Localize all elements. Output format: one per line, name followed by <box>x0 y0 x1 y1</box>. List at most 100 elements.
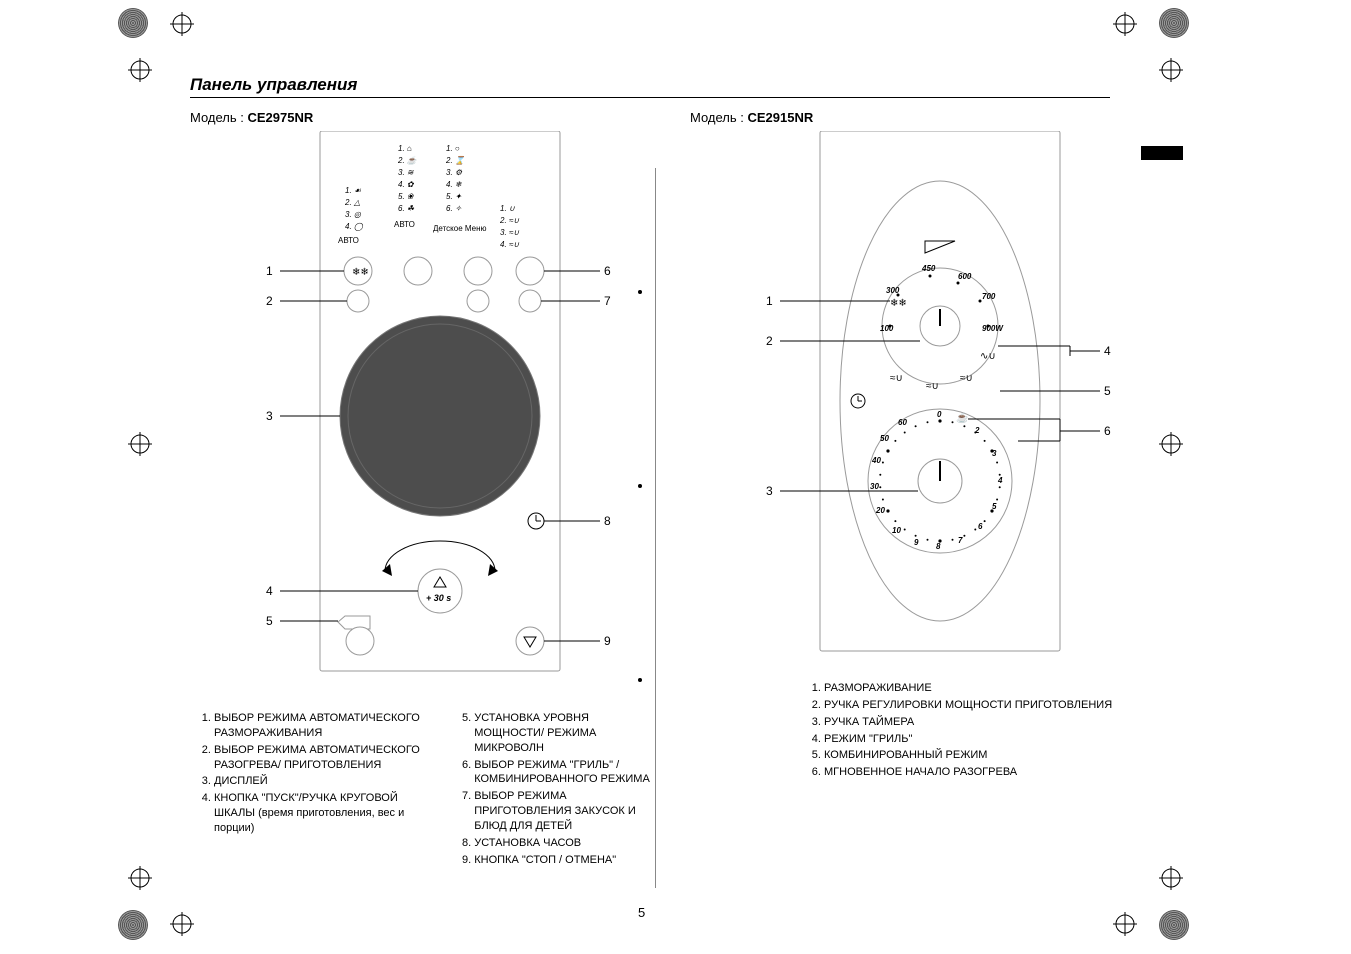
reg-mark <box>1159 58 1183 82</box>
callout: 2 <box>766 335 773 347</box>
svg-text:Детское Меню: Детское Меню <box>433 224 487 233</box>
callout: 6 <box>1104 425 1111 437</box>
reg-mark <box>1159 866 1183 890</box>
svg-text:450: 450 <box>921 264 936 273</box>
svg-text:600: 600 <box>958 272 972 281</box>
svg-text:40: 40 <box>871 456 881 465</box>
svg-text:3. ⚙: 3. ⚙ <box>446 168 463 177</box>
svg-text:6. ✧: 6. ✧ <box>446 204 463 213</box>
legend-item: ВЫБОР РЕЖИМА АВТОМАТИЧЕСКОГО РАЗОГРЕВА/ … <box>214 743 432 773</box>
svg-text:❄❄: ❄❄ <box>352 267 369 278</box>
svg-text:2. ≈∪: 2. ≈∪ <box>499 216 519 225</box>
legend-item: УСТАНОВКА ЧАСОВ <box>474 836 660 851</box>
callout: 9 <box>604 635 611 647</box>
svg-text:1. ○: 1. ○ <box>446 144 460 153</box>
legend-item: РУЧКА ТАЙМЕРА <box>824 715 1112 730</box>
legend-right: РАЗМОРАЖИВАНИЕ РУЧКА РЕГУЛИРОВКИ МОЩНОСТ… <box>800 681 1140 782</box>
model-prefix: Модель : <box>190 110 248 125</box>
panel-left: 1. ☙ 2. △ 3. ◎ 4. ◯ АВТО 1. ⌂ 2. ☕ 3. ≋ … <box>230 131 610 701</box>
legend-item: КНОПКА "ПУСК"/РУЧКА КРУГОВОЙ ШКАЛЫ (врем… <box>214 791 432 836</box>
reg-mark <box>128 866 152 890</box>
legend-item: КОМБИНИРОВАННЫЙ РЕЖИМ <box>824 748 1112 763</box>
svg-text:∿∪: ∿∪ <box>980 351 996 362</box>
svg-text:60: 60 <box>898 418 907 427</box>
callout: 2 <box>266 295 273 307</box>
legend-item: ВЫБОР РЕЖИМА ПРИГОТОВЛЕНИЯ ЗАКУСОК И БЛЮ… <box>474 789 660 834</box>
callout: 1 <box>266 265 273 277</box>
svg-text:9: 9 <box>914 538 919 547</box>
panel-right-svg: 100 300 450 600 700 900W ❄❄ <box>730 131 1110 671</box>
svg-text:2: 2 <box>974 426 980 435</box>
svg-text:900W: 900W <box>982 324 1004 333</box>
svg-text:4. ◯: 4. ◯ <box>345 222 364 231</box>
callout: 4 <box>266 585 273 597</box>
legend-item: РАЗМОРАЖИВАНИЕ <box>824 681 1112 696</box>
svg-text:6: 6 <box>978 522 983 531</box>
svg-text:4. ❄: 4. ❄ <box>446 180 463 189</box>
svg-text:20: 20 <box>875 506 885 515</box>
legend-item: РУЧКА РЕГУЛИРОВКИ МОЩНОСТИ ПРИГОТОВЛЕНИЯ <box>824 698 1112 713</box>
legend-item: ВЫБОР РЕЖИМА "ГРИЛЬ" / КОМБИНИРОВАННОГО … <box>474 758 660 788</box>
svg-text:8: 8 <box>936 542 941 551</box>
callout: 4 <box>1104 345 1111 357</box>
svg-text:6. ☘: 6. ☘ <box>398 204 415 213</box>
model-left: Модель : CE2975NR 1. ☙ 2. △ 3. ◎ 4. ◯ АВ… <box>190 110 660 869</box>
svg-text:4: 4 <box>997 476 1003 485</box>
svg-text:АВТО: АВТО <box>394 220 415 229</box>
svg-text:2. ☕: 2. ☕ <box>397 155 419 165</box>
svg-text:4. ✿: 4. ✿ <box>398 180 415 189</box>
ornament-tr <box>1159 8 1189 38</box>
callout: 3 <box>766 485 773 497</box>
svg-text:☕: ☕ <box>956 411 968 424</box>
svg-text:10: 10 <box>892 526 901 535</box>
svg-text:2. △: 2. △ <box>344 198 360 207</box>
reg-mark <box>170 12 194 36</box>
svg-text:7: 7 <box>958 536 963 545</box>
ornament-bl <box>118 910 148 940</box>
callout: 5 <box>1104 385 1111 397</box>
model-name: CE2975NR <box>248 110 314 125</box>
ornament-br <box>1159 910 1189 940</box>
model-right: Модель : CE2915NR 100 30 0 <box>690 110 1140 869</box>
svg-text:1. ⌂: 1. ⌂ <box>398 144 412 153</box>
callout: 8 <box>604 515 611 527</box>
page-title: Панель управления <box>190 75 357 94</box>
edge-tab <box>1141 146 1183 160</box>
svg-text:5. ❀: 5. ❀ <box>398 192 415 201</box>
svg-text:≈∪: ≈∪ <box>890 373 903 384</box>
page: Панель управления Модель : CE2975NR 1. ☙… <box>190 75 1110 869</box>
reg-mark <box>1113 12 1137 36</box>
reg-mark <box>128 432 152 456</box>
model-label: Модель : CE2975NR <box>190 110 660 125</box>
svg-text:30: 30 <box>870 482 879 491</box>
page-number: 5 <box>638 905 645 920</box>
svg-text:3. ≋: 3. ≋ <box>398 168 415 177</box>
svg-text:1. ☙: 1. ☙ <box>345 186 362 195</box>
svg-text:АВТО: АВТО <box>338 236 359 245</box>
callout: 1 <box>766 295 773 307</box>
svg-text:≈∪: ≈∪ <box>926 381 939 392</box>
legend-left: ВЫБОР РЕЖИМА АВТОМАТИЧЕСКОГО РАЗМОРАЖИВА… <box>190 711 660 869</box>
svg-text:+ 30 s: + 30 s <box>426 593 451 603</box>
title-rule: Панель управления <box>190 75 1110 98</box>
legend-item: РЕЖИМ "ГРИЛЬ" <box>824 732 1112 747</box>
model-name: CE2915NR <box>748 110 814 125</box>
svg-text:700: 700 <box>982 292 996 301</box>
legend-item: ВЫБОР РЕЖИМА АВТОМАТИЧЕСКОГО РАЗМОРАЖИВА… <box>214 711 432 741</box>
svg-text:3. ◎: 3. ◎ <box>345 210 362 219</box>
svg-text:2. ⌛: 2. ⌛ <box>445 155 465 165</box>
model-prefix: Модель : <box>690 110 748 125</box>
svg-text:❄❄: ❄❄ <box>890 298 907 309</box>
svg-text:0: 0 <box>937 410 942 419</box>
callout: 5 <box>266 615 273 627</box>
legend-item: МГНОВЕННОЕ НАЧАЛО РАЗОГРЕВА <box>824 765 1112 780</box>
svg-text:3. ≈∪: 3. ≈∪ <box>500 228 519 237</box>
reg-mark <box>1159 432 1183 456</box>
reg-mark <box>170 912 194 936</box>
svg-text:50: 50 <box>880 434 889 443</box>
svg-text:100: 100 <box>880 324 894 333</box>
svg-text:≈∪: ≈∪ <box>960 373 973 384</box>
model-label: Модель : CE2915NR <box>690 110 1140 125</box>
callout: 3 <box>266 410 273 422</box>
svg-text:4. ≈∪: 4. ≈∪ <box>500 240 519 249</box>
